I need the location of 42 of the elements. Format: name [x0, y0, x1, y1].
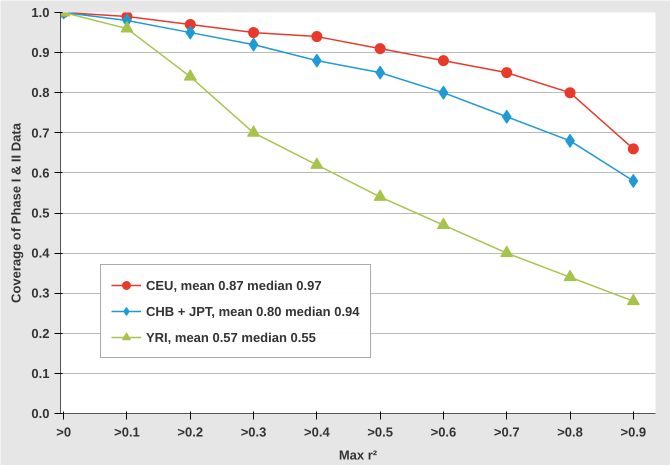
y-tick-label: 0.9 — [31, 45, 50, 60]
legend-label: CHB + JPT, mean 0.80 median 0.94 — [146, 304, 360, 318]
point — [374, 190, 387, 201]
point — [311, 31, 322, 42]
x-tick-label: >0 — [56, 424, 72, 440]
x-tick-label: >0.5 — [367, 424, 393, 440]
x-axis-title: Max r² — [338, 448, 378, 462]
y-tick-label: 0.0 — [31, 406, 50, 421]
x-tick-label: >0.9 — [620, 424, 646, 440]
x-tick-label: >0.2 — [177, 424, 204, 440]
point — [628, 143, 639, 154]
legend-label: CEU, mean 0.87 median 0.97 — [146, 278, 322, 292]
y-tick-label: 0.6 — [31, 165, 50, 180]
point — [247, 125, 260, 137]
y-tick-label: 0.1 — [31, 366, 50, 381]
y-tick-label: 0.3 — [31, 286, 50, 301]
y-tick-label: 0.5 — [31, 206, 50, 220]
point — [310, 157, 324, 169]
x-tick-label: >0.4 — [304, 424, 330, 440]
point — [626, 294, 640, 306]
y-tick-label: 0.7 — [31, 125, 50, 140]
x-tick-label: >0.6 — [430, 424, 456, 440]
y-tick-label: 1.0 — [31, 5, 50, 20]
point — [438, 55, 449, 66]
point — [185, 26, 196, 40]
x-tick-label: >0.1 — [114, 424, 140, 440]
y-tick-label: 0.2 — [31, 326, 50, 341]
point — [502, 110, 512, 124]
point — [436, 218, 450, 229]
point — [374, 43, 386, 54]
point — [564, 87, 576, 98]
y-tick-label: 0.4 — [31, 246, 50, 261]
x-tick-label: >0.3 — [240, 424, 266, 440]
point — [501, 67, 512, 78]
legend-label: YRI, mean 0.57 median 0.55 — [146, 330, 316, 344]
y-axis-title: Coverage of Phase I & II Data — [8, 122, 24, 303]
x-tick-label: >0.8 — [557, 424, 583, 440]
x-tick-label: >0.7 — [494, 424, 520, 440]
point — [500, 246, 514, 258]
point — [564, 270, 577, 282]
y-tick-label: 0.8 — [31, 85, 50, 100]
point — [248, 27, 260, 38]
